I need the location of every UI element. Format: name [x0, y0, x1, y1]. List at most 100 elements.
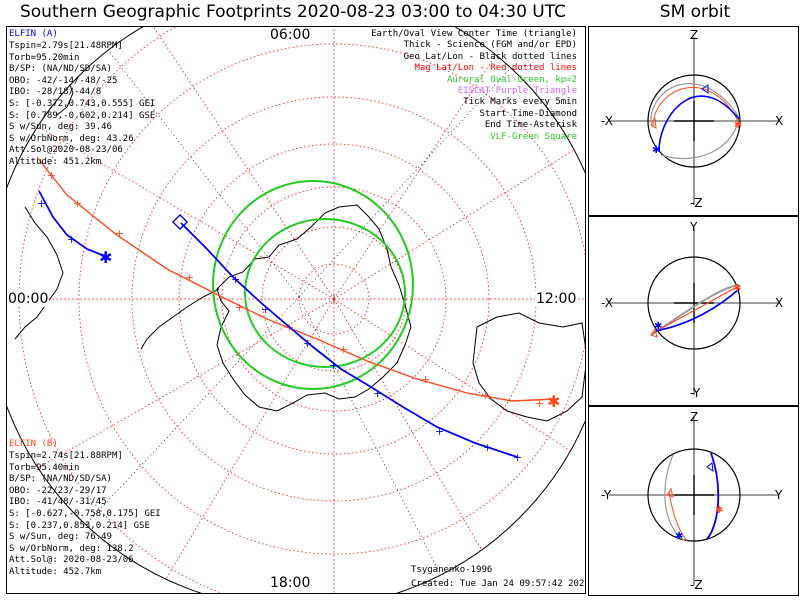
legend: Earth/Oval View Center Time (triangle) Th…	[371, 29, 577, 143]
svg-text:✱: ✱	[652, 145, 660, 156]
elfin-a-line: S: [-0.372,0.743,0.555] GEI	[9, 98, 156, 109]
elfin-b-tick: +	[115, 227, 124, 240]
orbit-xz-top-label: Z	[690, 28, 698, 42]
orbit-title: SM orbit	[659, 2, 731, 22]
elfin-a-tick: +	[303, 337, 312, 350]
orbit-panel-yz-svg: ✱ ✱ Z -Y Y -Z	[601, 410, 783, 592]
elfin-a-line: Tspin=2.79s[21.48RPM]	[9, 41, 123, 51]
legend-item: VLF-Green Square	[490, 131, 577, 142]
elfin-b-line: S: [-0.627,-0.758,0.175] GEI	[9, 508, 161, 519]
page-title: Southern Geographic Footprints 2020-08-2…	[19, 2, 566, 22]
orbit-panel-xz-svg: ✱ ✱ Z -X X -Z	[601, 28, 783, 210]
elfin-a-tick: +	[373, 387, 382, 400]
peninsula-outline	[140, 288, 220, 350]
elfin-a-line: B/SP: (NA/ND/SD/SA)	[9, 64, 112, 75]
orbit-yz-right-label: Y	[774, 488, 783, 502]
orbit-panel-xz[interactable]: ✱ ✱ Z -X X -Z	[588, 26, 799, 216]
south-america-outline	[14, 206, 64, 340]
map-svg: ++++++++++ ✱ ++✱++++++++	[7, 27, 585, 593]
elfin-a-line: Att.Sol@2020-08-23/06	[9, 145, 123, 156]
orbit-panel-xy-svg: ✱ ✱ Y -X X -Y	[601, 220, 783, 400]
auroral-oval-outer	[212, 180, 414, 390]
elfin-a-tick: +	[67, 233, 76, 246]
orbit-xz-bottom-label: -Z	[690, 196, 703, 210]
elfin-a-track: ++✱++++++++	[37, 190, 522, 464]
svg-text:✱: ✱	[654, 321, 662, 332]
elfin-a-tick: +	[261, 303, 270, 316]
orbit-xz-right-label: X	[775, 114, 783, 128]
elfin-b-tick: +	[481, 389, 490, 402]
elfin-b-line: IBO: -41/48/-31/45	[9, 497, 107, 508]
elfin-b-line: Tspin=2.74s[21.88RPM]	[9, 451, 123, 461]
elfin-a-path-2	[180, 222, 518, 458]
elfin-b-tick: +	[235, 301, 244, 314]
orbit-xy-bottom-label: -Y	[690, 386, 701, 400]
elfin-b-tick: +	[73, 197, 82, 210]
elfin-b-tick: +	[535, 397, 544, 410]
legend-item: Tick Marks every 5min	[463, 97, 577, 108]
elfin-b-track: ++++++++++ ✱	[36, 156, 560, 411]
model-label: Tsyganenko-1996	[411, 565, 493, 575]
australia-outline	[472, 312, 585, 422]
elfin-b-line: S: [0.237,0.853,0.214] GSE	[9, 520, 150, 531]
auroral-oval-inner	[244, 218, 406, 368]
clock-label-top: 06:00	[269, 27, 312, 43]
elfin-b-end-asterisk: ✱	[547, 392, 560, 411]
orbit-panel-yz[interactable]: ✱ ✱ Z -Y Y -Z	[588, 406, 799, 596]
elfin-a-line: IBO: -28/18/-44/8	[9, 87, 102, 98]
elfin-a-end-asterisk: ✱	[99, 248, 112, 267]
elfin-b-tick: +	[339, 343, 348, 356]
orbit-xz-left-label: -X	[601, 114, 613, 128]
svg-text:✱: ✱	[734, 120, 742, 131]
elfin-a-tick: +	[329, 359, 338, 372]
elfin-b-info: Tspin=2.74s[21.88RPM] Torb=95.40min B/SP: …	[9, 451, 161, 579]
legend-item: Earth/Oval View Center Time (triangle)	[371, 29, 577, 39]
elfin-b-line: S w/Sun, deg: 76.49	[9, 532, 112, 543]
elfin-a-tick: +	[37, 197, 46, 210]
orbit-yz-bottom-label: -Z	[690, 578, 703, 592]
elfin-a-tick: +	[513, 451, 522, 464]
svg-text:✱: ✱	[715, 505, 723, 516]
elfin-a-line: Torb=95.20min	[9, 52, 80, 63]
legend-item: Mag Lat/Lon - Red dotted lines	[414, 63, 577, 74]
elfin-b-tick: +	[421, 373, 430, 386]
elfin-a-line: S: [0.789,-0.602,0.214] GSE	[9, 110, 156, 121]
footprint-map[interactable]: + + + + + + + + + + ✱ + + ✱ + + + + + + + + 06:00 00:00 12:0…	[6, 26, 586, 594]
elfin-b-line: Altitude: 452.7km	[9, 566, 102, 577]
elfin-b-line: OBO: -22/23/-29/17	[9, 485, 107, 496]
legend-item: End Time-Asterisk	[484, 120, 577, 131]
created-label: Created: Tue Jan 24 09:57:42 2023	[411, 579, 586, 589]
elfin-b-line: B/SP: (NA/ND/SD/SA)	[9, 474, 112, 485]
svg-text:✱: ✱	[675, 531, 683, 542]
svg-text:✱: ✱	[733, 283, 741, 294]
elfin-a-path-1	[38, 190, 108, 258]
orbit-yz-left-label: -Y	[601, 488, 612, 502]
elfin-b-line: S w/OrbNorm, deg: 138.2	[9, 543, 134, 554]
elfin-a-tick: +	[435, 425, 444, 438]
orbit-xy-top-label: Y	[689, 220, 698, 234]
orbit-panel-xy[interactable]: ✱ ✱ Y -X X -Y	[588, 216, 799, 406]
elfin-a-start-diamond	[171, 213, 189, 231]
legend-item: Start Time-Diamond	[479, 108, 577, 119]
clock-label-bottom: 18:00	[269, 575, 312, 591]
antarctica-outline	[216, 204, 412, 412]
elfin-a-tick: +	[231, 273, 240, 286]
elfin-b-tick: +	[47, 169, 56, 182]
elfin-b-name: ELFIN (B)	[9, 439, 58, 449]
elfin-a-line: Altitude: 451.2km	[9, 156, 102, 167]
elfin-a-tick: +	[483, 441, 492, 454]
clock-label-right: 12:00	[535, 291, 578, 307]
legend-item: Geo Lat/Lon - Black dotted lines	[403, 51, 577, 62]
legend-item: EISCAT-Purple Triangle	[457, 86, 577, 97]
elfin-a-name: ELFIN (A)	[9, 29, 58, 39]
orbit-xy-left-label: -X	[601, 296, 613, 310]
elfin-a-line: OBO: -42/-14/-48/-25	[9, 75, 118, 86]
elfin-a-line: S w/OrbNorm, deg: 43.26	[9, 133, 134, 144]
orbit-yz-top-label: Z	[690, 410, 698, 424]
elfin-b-tick: +	[185, 271, 194, 284]
clock-label-left: 00:00	[7, 291, 50, 307]
globe-outline	[7, 27, 585, 593]
elfin-a-info: Tspin=2.79s[21.48RPM] Torb=95.20min B/SP: …	[9, 41, 155, 169]
orbit-xy-right-label: X	[775, 296, 783, 310]
legend-item: Auroral Oval-Green, kp=2	[446, 74, 577, 85]
